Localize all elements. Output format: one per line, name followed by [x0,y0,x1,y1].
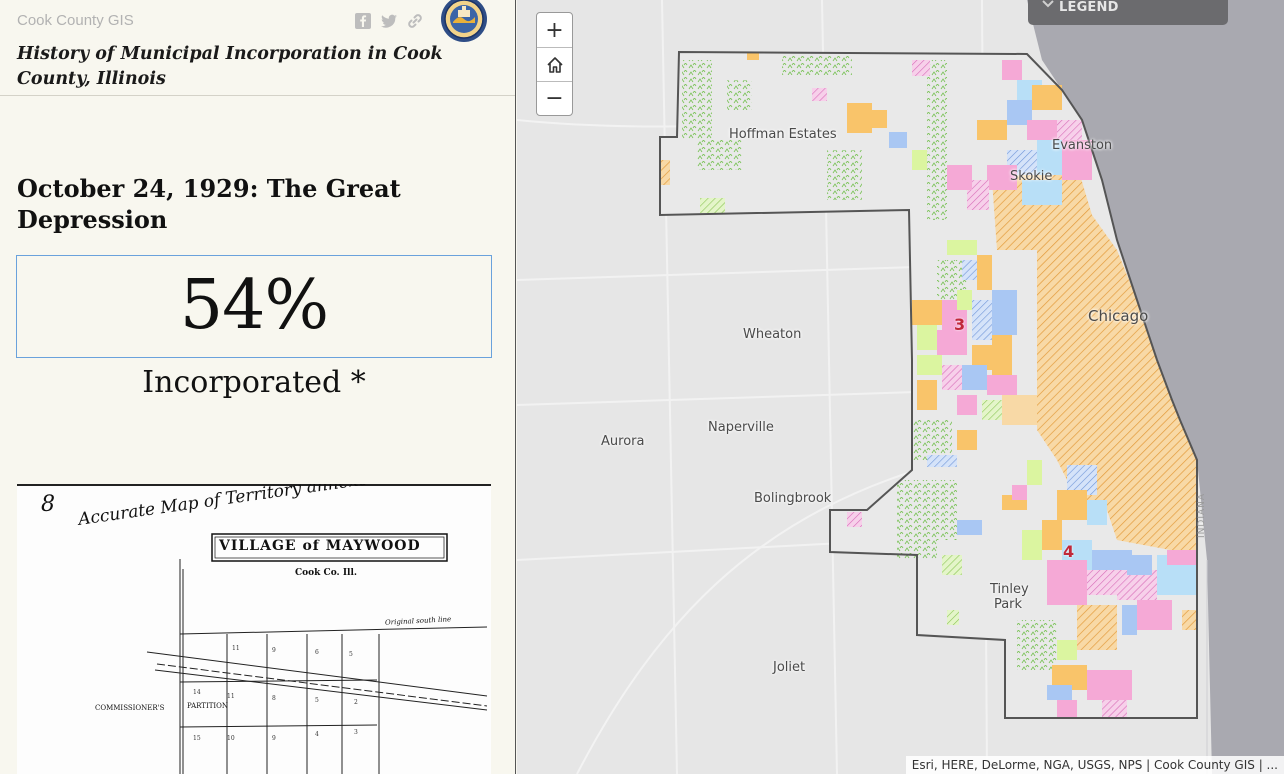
city-label-naperville: Naperville [708,420,774,435]
svg-text:3: 3 [354,729,358,736]
doc-page-number: 8 [41,492,55,517]
facebook-icon[interactable] [354,12,372,30]
city-label-tinley-park: Tinley Park [990,582,1029,612]
twitter-icon[interactable] [380,12,398,30]
section-heading: October 24, 1929: The Great Depression [17,174,401,234]
svg-text:5: 5 [349,651,353,658]
zoom-controls: + − [536,12,573,116]
map-attribution: Esri, HERE, DeLorme, NGA, USGS, NPS | Co… [905,756,1284,774]
doc-commissioners: COMMISSIONER'S [95,704,165,712]
state-label-indiana: INDIANA [1197,492,1207,538]
city-label-evanston: Evanston [1052,138,1113,153]
svg-text:2: 2 [354,699,358,706]
legend-label: LEGEND [1059,0,1119,15]
home-button[interactable] [537,47,572,81]
city-label-wheaton: Wheaton [743,327,802,342]
svg-text:11: 11 [232,645,240,652]
home-icon [546,56,563,73]
svg-text:5: 5 [315,697,319,704]
map-marker-3[interactable]: 3 [954,315,966,334]
percent-value: 54% [179,266,329,345]
svg-text:9: 9 [272,735,276,742]
cook-county-seal-icon[interactable] [439,0,489,44]
city-label-skokie: Skokie [1010,169,1053,184]
chevron-down-icon [1042,0,1054,8]
map-marker-4[interactable]: 4 [1063,542,1075,561]
header-divider [0,95,515,96]
zoom-out-button[interactable]: − [537,81,572,115]
doc-subtitle: Cook Co. Ill. [295,568,357,578]
percent-box: 54% [16,255,492,358]
doc-banner: VILLAGE of MAYWOOD [219,538,421,554]
map-canvas[interactable] [517,0,1284,774]
brand-link[interactable]: Cook County GIS [17,12,134,29]
city-label-joliet: Joliet [773,660,806,675]
city-label-aurora: Aurora [601,434,645,449]
doc-partition: PARTITION [187,702,229,710]
city-label-chicago: Chicago [1088,307,1149,325]
zoom-in-button[interactable]: + [545,17,564,43]
share-bar [354,12,424,30]
city-label-hoffman-estates: Hoffman Estates [729,127,837,142]
legend-toggle[interactable]: LEGEND [1028,0,1228,25]
link-icon[interactable] [406,12,424,30]
svg-text:8: 8 [272,695,276,702]
story-panel: Cook County GIS History of Municipal Inc… [0,0,516,774]
svg-text:4: 4 [315,731,319,738]
svg-text:11: 11 [227,693,235,700]
percent-caption: Incorporated * [142,365,366,400]
maywood-annexation-map-image[interactable]: 11 9 6 5 14 11 8 5 2 15 10 9 4 3 8 Accurate Map of … [17,484,491,774]
svg-text:14: 14 [193,689,201,696]
svg-text:6: 6 [315,649,319,656]
map-view[interactable]: Hoffman Estates Evanston Skokie Chicago … [517,0,1284,774]
svg-text:9: 9 [272,647,276,654]
svg-text:15: 15 [193,735,201,742]
story-title: History of Municipal Incorporation in Co… [17,44,443,89]
svg-text:10: 10 [227,735,235,742]
city-label-bolingbrook: Bolingbrook [754,491,832,506]
